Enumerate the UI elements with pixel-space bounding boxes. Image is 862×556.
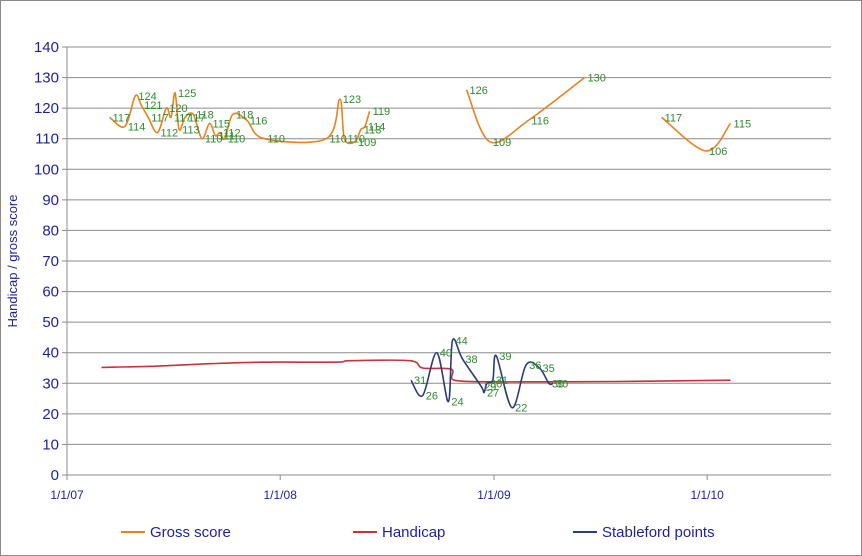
data-label-gross-score: 109	[358, 137, 376, 149]
y-tick-label: 0	[51, 467, 59, 484]
data-label-gross-score: 113	[364, 125, 382, 137]
data-label-gross-score: 113	[182, 125, 200, 137]
data-label-gross-score: 117	[174, 112, 192, 124]
data-label-stableford-points: 35	[543, 363, 555, 375]
data-label-gross-score: 114	[368, 121, 386, 133]
data-label-gross-score: 121	[144, 100, 162, 112]
data-label-gross-score: 112	[223, 128, 241, 140]
data-label-gross-score: 110	[347, 134, 365, 146]
y-tick-label: 20	[42, 406, 59, 423]
data-label-stableford-points: 40	[440, 348, 452, 360]
y-tick-label: 40	[42, 345, 59, 362]
axes: 0 10 20 30 40 50 60 70 80 90 100 110 120 130 140 1/1/07…	[34, 39, 831, 502]
legend-label-gross-score: Gross score	[150, 524, 231, 541]
y-tick-label: 80	[42, 222, 59, 239]
y-tick-label: 130	[34, 70, 59, 87]
series-line-handicap	[101, 359, 731, 383]
y-tick-label: 120	[34, 100, 59, 117]
data-label-stableford-points: 30	[490, 378, 502, 390]
data-label-gross-score: 130	[588, 73, 606, 85]
y-tick-label: 110	[35, 131, 59, 148]
data-label-stableford-points: 22	[515, 403, 527, 415]
data-label-gross-score: 110	[267, 134, 285, 146]
data-label-gross-score: 125	[178, 88, 196, 100]
data-label-gross-score: 115	[213, 118, 231, 130]
series-line-gross-score	[661, 116, 732, 152]
y-tick-label: 50	[42, 314, 59, 331]
data-label-gross-score: 110	[205, 134, 223, 146]
series-line-gross-score	[109, 92, 371, 145]
data-label-stableford-points: 27	[487, 387, 499, 399]
plot-series	[101, 76, 732, 409]
x-tick-label: 1/1/08	[264, 488, 298, 502]
legend-label-stableford-points: Stableford points	[602, 524, 715, 541]
data-label-gross-score: 115	[734, 118, 752, 130]
data-label-gross-score: 119	[373, 106, 391, 118]
data-label-stableford-points: 30	[552, 378, 564, 390]
y-tick-label: 140	[34, 39, 59, 56]
legend-label-handicap: Handicap	[382, 524, 445, 541]
data-label-gross-score: 110	[228, 134, 246, 146]
data-label-stableford-points: 29	[484, 381, 496, 393]
gridlines	[67, 46, 831, 445]
data-label-stableford-points: 30	[556, 378, 568, 390]
data-label-gross-score: 109	[493, 137, 511, 149]
data-labels: 1171141241211171121201171251131171181101…	[113, 73, 751, 415]
data-label-stableford-points: 26	[426, 391, 438, 403]
data-label-gross-score: 116	[531, 115, 549, 127]
data-label-gross-score: 117	[188, 112, 206, 124]
legend: Gross score Handicap Stableford points	[121, 524, 715, 541]
data-label-stableford-points: 36	[529, 360, 541, 372]
data-label-gross-score: 111	[218, 131, 235, 143]
data-label-gross-score: 117	[151, 112, 169, 124]
data-label-gross-score: 117	[113, 112, 131, 124]
y-axis-label: Handicap / gross score	[5, 195, 20, 328]
x-tick-label: 1/1/07	[50, 488, 84, 502]
x-tick-label: 1/1/09	[477, 488, 511, 502]
series-line-stableford-points	[410, 338, 554, 409]
data-label-stableford-points: 38	[465, 354, 477, 366]
data-label-gross-score: 126	[470, 85, 488, 97]
data-label-gross-score: 120	[169, 103, 187, 115]
series-line-gross-score	[465, 76, 585, 144]
data-label-gross-score: 106	[709, 146, 727, 158]
y-tick-label: 70	[42, 253, 59, 270]
y-tick-label: 100	[34, 161, 59, 178]
data-label-gross-score: 124	[138, 91, 156, 103]
data-label-stableford-points: 31	[414, 375, 426, 387]
y-tick-label: 30	[42, 375, 59, 392]
data-label-gross-score: 110	[329, 134, 347, 146]
data-label-stableford-points: 39	[499, 351, 511, 363]
data-label-gross-score: 114	[128, 121, 146, 133]
data-label-stableford-points: 24	[451, 397, 463, 409]
data-label-gross-score: 118	[196, 109, 214, 121]
data-label-gross-score: 112	[161, 128, 179, 140]
data-label-gross-score: 117	[665, 112, 683, 124]
y-tick-label: 10	[42, 436, 59, 453]
data-label-stableford-points: 44	[456, 335, 468, 347]
y-tick-label: 90	[42, 192, 59, 209]
data-label-gross-score: 118	[236, 109, 254, 121]
data-label-stableford-points: 31	[496, 375, 508, 387]
y-tick-label: 60	[42, 284, 59, 301]
data-label-gross-score: 116	[250, 115, 268, 127]
data-label-gross-score: 123	[343, 94, 361, 106]
x-tick-label: 1/1/10	[690, 488, 724, 502]
